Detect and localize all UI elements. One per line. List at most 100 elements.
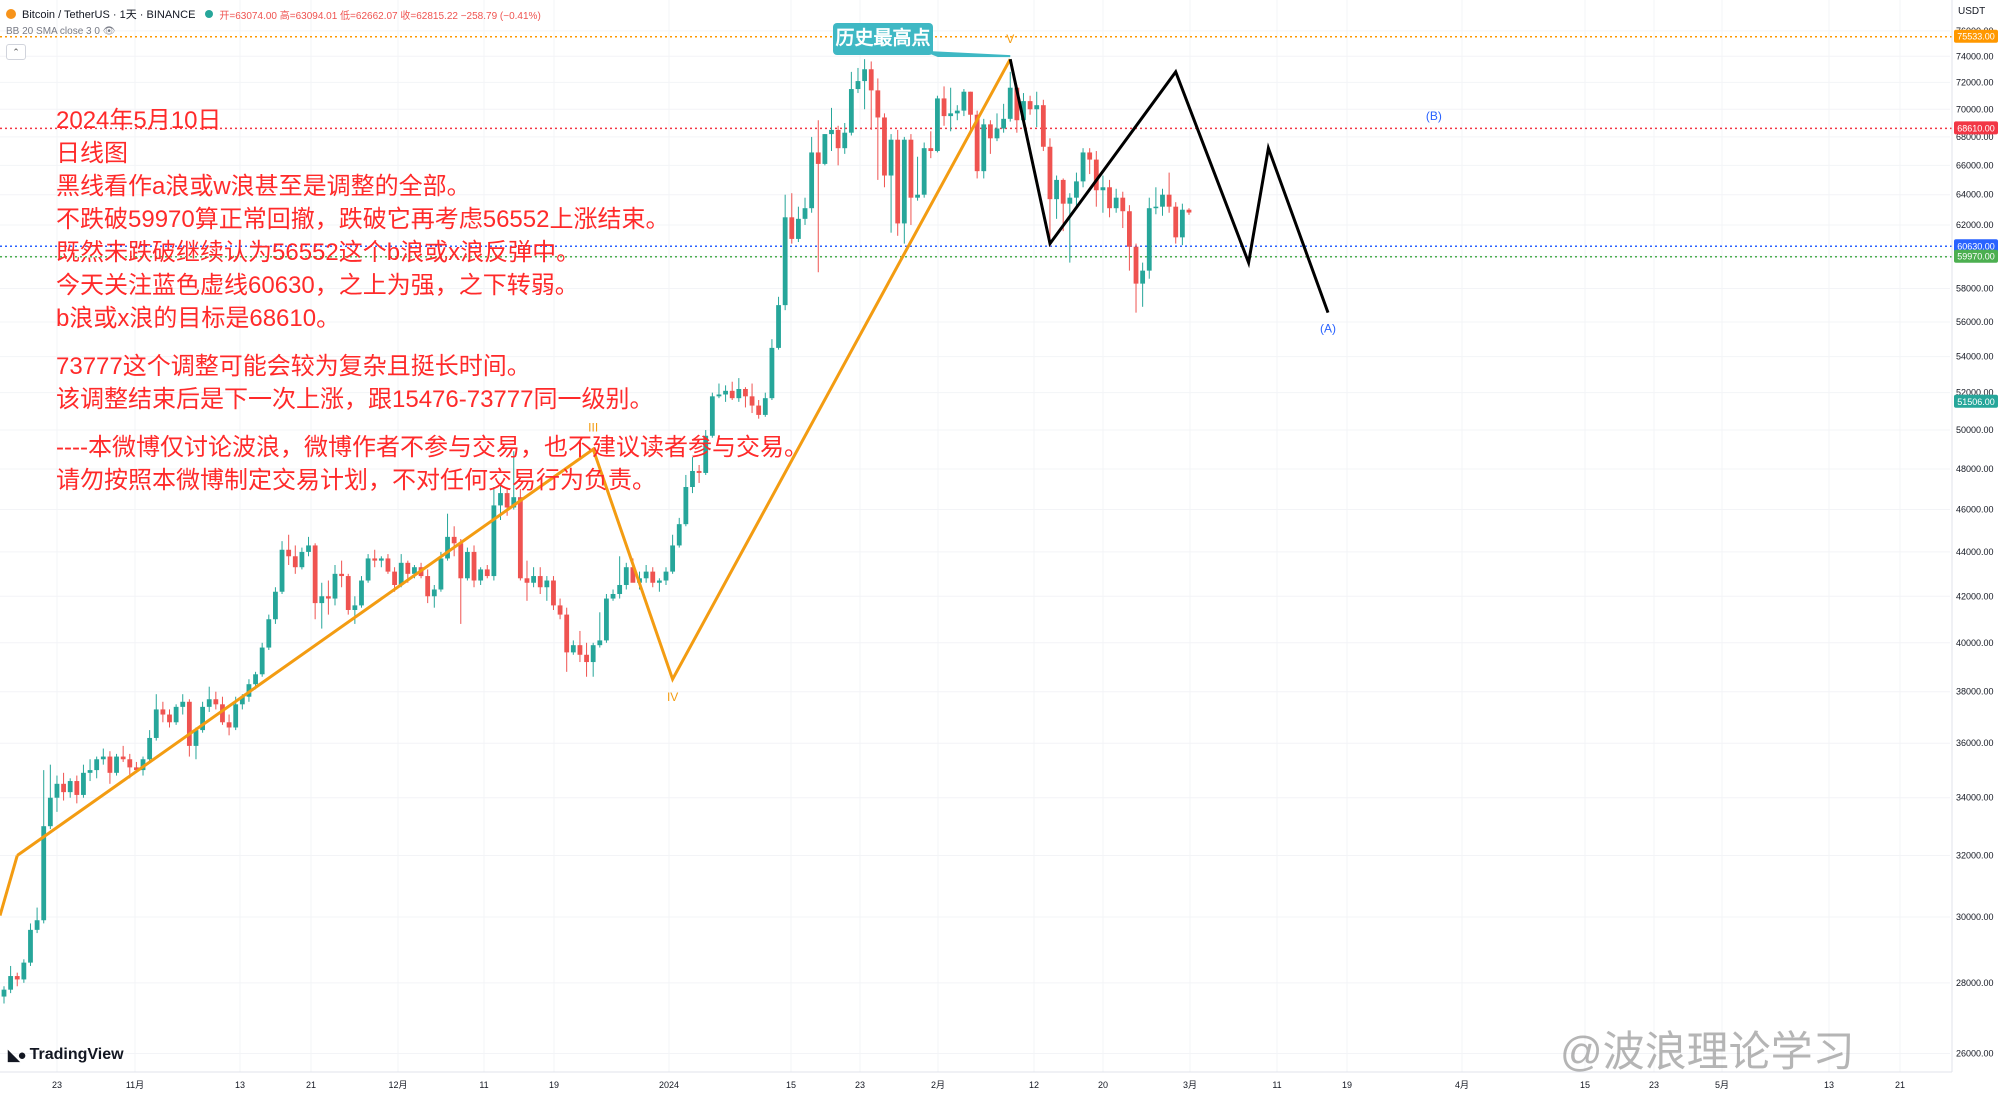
x-tick-label: 13 bbox=[1824, 1080, 1834, 1090]
x-tick-label: 5月 bbox=[1715, 1080, 1729, 1090]
y-tick-label: 56000.00 bbox=[1956, 317, 1994, 327]
collapse-legend-button[interactable]: ⌃ bbox=[6, 44, 26, 60]
price-tag-label: 75533.00 bbox=[1957, 32, 1995, 42]
price-tag-label: 60630.00 bbox=[1957, 241, 1995, 251]
candle-body bbox=[299, 551, 305, 568]
x-tick-label: 2024 bbox=[659, 1080, 679, 1090]
x-tick-label: 4月 bbox=[1455, 1080, 1469, 1090]
ohlc-readout: 开=63074.00 高=63094.01 低=62662.07 收=62815… bbox=[219, 10, 541, 22]
candle-body bbox=[74, 781, 80, 795]
candle-body bbox=[610, 594, 616, 599]
candle-body bbox=[809, 152, 815, 209]
x-tick-label: 23 bbox=[1649, 1080, 1659, 1090]
wave-label: (A) bbox=[1320, 322, 1336, 336]
candle-body bbox=[551, 580, 556, 606]
note-line: 请勿按照本微博制定交易计划，不对任何交易行为负责。 bbox=[56, 467, 656, 494]
candle-body bbox=[67, 781, 73, 793]
ath-callout[interactable]: 历史最高点 bbox=[833, 23, 933, 55]
candle-body bbox=[954, 110, 960, 114]
candle-body bbox=[630, 567, 636, 583]
candle-body bbox=[372, 558, 378, 561]
x-tick-label: 11月 bbox=[126, 1080, 144, 1090]
candle-body bbox=[134, 767, 139, 771]
candle-body bbox=[127, 759, 133, 768]
y-tick-label: 72000.00 bbox=[1956, 77, 1994, 87]
candle-body bbox=[782, 217, 788, 306]
candle-body bbox=[8, 976, 14, 990]
x-tick-label: 20 bbox=[1098, 1080, 1108, 1090]
x-tick-label: 2月 bbox=[931, 1080, 945, 1090]
candle-body bbox=[1100, 187, 1106, 191]
candle-body bbox=[186, 701, 192, 746]
candle-body bbox=[915, 194, 920, 198]
candle-body bbox=[1160, 194, 1165, 207]
candle-body bbox=[597, 640, 603, 646]
candle-body bbox=[160, 709, 166, 715]
y-tick-label: 38000.00 bbox=[1956, 687, 1994, 697]
candle-body bbox=[312, 545, 318, 604]
candle-body bbox=[683, 487, 689, 525]
candle-body bbox=[332, 573, 338, 599]
candle-body bbox=[1140, 270, 1146, 284]
candle-body bbox=[1179, 209, 1185, 238]
indicator-legend[interactable]: BB 20 SMA close 3 0 👁 bbox=[6, 26, 115, 37]
candle-body bbox=[220, 704, 225, 723]
candle-body bbox=[392, 571, 397, 585]
candle-body bbox=[703, 435, 709, 473]
candle-body bbox=[445, 536, 450, 559]
candle-body bbox=[253, 674, 258, 685]
tradingview-logo[interactable]: ◣● TradingView bbox=[8, 1046, 124, 1064]
candle-body bbox=[21, 962, 27, 980]
candle-body bbox=[498, 493, 503, 506]
wave-label: IV bbox=[667, 690, 678, 704]
candle-body bbox=[994, 128, 1000, 139]
candle-body bbox=[901, 139, 907, 224]
candle-body bbox=[451, 536, 457, 544]
candle-body bbox=[1, 989, 7, 997]
candle-body bbox=[617, 584, 623, 595]
candle-body bbox=[789, 217, 795, 239]
y-tick-label: 26000.00 bbox=[1956, 1048, 1994, 1058]
y-tick-label: 66000.00 bbox=[1956, 160, 1994, 170]
symbol-title[interactable]: Bitcoin / TetherUS · 1天 · BINANCE bbox=[22, 9, 196, 21]
candle-body bbox=[1034, 105, 1040, 110]
candlestick-series bbox=[1, 59, 1192, 1004]
note-line: 黑线看作a浪或w浪甚至是调整的全部。 bbox=[56, 173, 471, 200]
candle-body bbox=[696, 470, 702, 473]
symbol-header[interactable]: Bitcoin / TetherUS · 1天 · BINANCE 开=6307… bbox=[6, 6, 541, 22]
candle-body bbox=[1027, 101, 1033, 110]
candle-body bbox=[47, 797, 53, 827]
currency-label[interactable]: USDT bbox=[1958, 6, 1986, 17]
weibo-watermark: @波浪理论学习 bbox=[1560, 1018, 1855, 1079]
candle-body bbox=[643, 571, 649, 579]
market-status-icon bbox=[205, 10, 214, 18]
price-axis: 26000.00 28000.00 30000.00 32000.00 34000.00… bbox=[1951, 0, 2000, 1099]
candle-body bbox=[412, 567, 417, 574]
candle-body bbox=[564, 614, 570, 653]
candle-body bbox=[723, 390, 728, 395]
candle-body bbox=[458, 543, 464, 579]
candle-body bbox=[670, 545, 676, 572]
candle-body bbox=[749, 396, 755, 406]
price-axis-bg bbox=[1952, 0, 2000, 1099]
candle-body bbox=[478, 569, 484, 581]
candle-body bbox=[471, 551, 477, 581]
candle-body bbox=[339, 573, 345, 577]
candle-body bbox=[120, 756, 126, 760]
wave-label: III bbox=[588, 420, 598, 434]
candle-body bbox=[796, 218, 801, 239]
price-tag bbox=[1954, 394, 1998, 408]
black-wave-line bbox=[1008, 58, 1330, 314]
candle-body bbox=[114, 756, 119, 773]
candle-body bbox=[1040, 105, 1046, 147]
candle-body bbox=[941, 98, 947, 117]
candle-body bbox=[736, 388, 742, 399]
y-tick-label: 62000.00 bbox=[1956, 220, 1994, 230]
candle-body bbox=[167, 714, 172, 723]
note-line: b浪或x浪的目标是68610。 bbox=[56, 305, 341, 332]
note-line: ----本微博仅讨论波浪，微博作者不参与交易，也不建议读者参与交易。 bbox=[56, 434, 808, 461]
candle-body bbox=[716, 394, 722, 397]
candle-body bbox=[1173, 206, 1179, 238]
eye-icon[interactable]: 👁 bbox=[102, 26, 116, 37]
